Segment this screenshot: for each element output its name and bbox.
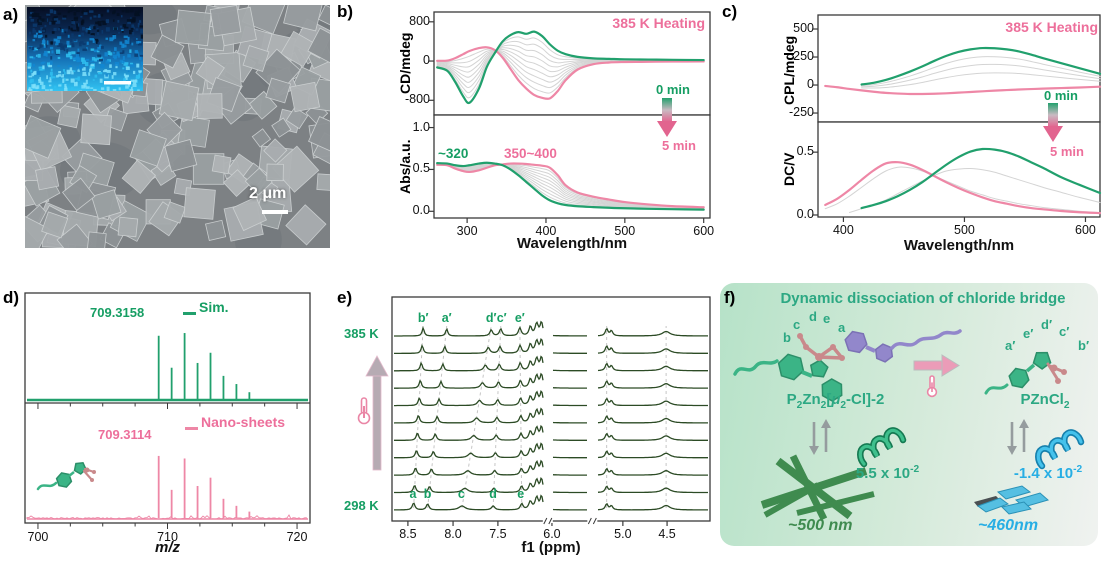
- tick-label: 400: [535, 224, 557, 238]
- tick-label: 0.5: [796, 144, 814, 159]
- tick-label: c′: [496, 311, 507, 325]
- tick-label: b′: [417, 311, 429, 325]
- nanosheets-legend-label: Nano-sheets: [201, 414, 286, 430]
- tick-label: -800: [404, 92, 430, 107]
- tick-label: e′: [514, 311, 525, 325]
- tick-label: 700: [27, 530, 49, 544]
- tick-label: 5.0: [614, 527, 632, 541]
- tick-label: 300: [456, 224, 478, 238]
- tick-label: 6.0: [543, 527, 561, 541]
- b-x-axis-label: Wavelength/nm: [516, 235, 628, 252]
- molecule-fragment-icon: [36, 461, 96, 491]
- nmr-stack-plot: [391, 296, 711, 526]
- sim-legend-dash-icon: [183, 312, 196, 315]
- tick-label: b: [423, 487, 432, 501]
- panel-d-label: d): [3, 288, 20, 307]
- c-time-start-label: 0 min: [1044, 88, 1078, 103]
- tick-label: -250: [788, 105, 814, 120]
- b-time-end-label: 5 min: [662, 138, 696, 153]
- tick-label: 0: [423, 53, 430, 68]
- panel-e-label: e): [337, 288, 353, 307]
- time-gradient-arrow-icon: [657, 98, 677, 137]
- fluorescence-inset-image: [27, 7, 143, 91]
- tick-label: 600: [693, 224, 715, 238]
- tick-label: 0.5: [412, 161, 430, 176]
- panel-f-background: [720, 283, 1098, 546]
- abs-y-axis-label: Abs/a.u.: [397, 139, 413, 195]
- cd-y-axis-label: CD/mdeg: [397, 32, 413, 94]
- tick-label: d′: [485, 311, 497, 325]
- tick-label: e: [517, 487, 525, 501]
- sem-scalebar-label: 2 μm: [249, 185, 287, 202]
- tick-label: 800: [409, 13, 430, 28]
- tick-label: d: [489, 487, 497, 501]
- ms-x-axis-label: m/z: [154, 539, 180, 556]
- c-time-end-label: 5 min: [1050, 144, 1084, 159]
- heating-direction-arrow-icon: [365, 355, 389, 471]
- b-green-peak-annotation: ~320: [438, 146, 469, 161]
- b-pink-peak-annotation: 350~400: [504, 146, 557, 161]
- sem-image: [25, 5, 330, 248]
- b-time-start-label: 0 min: [656, 82, 690, 97]
- thermometer-icon: [357, 397, 371, 425]
- tick-label: 400: [832, 223, 854, 237]
- tick-label: 500: [793, 21, 814, 35]
- tick-label: 0.0: [412, 203, 430, 218]
- tick-label: 4.5: [658, 527, 676, 541]
- panel-c-label: c): [722, 2, 738, 21]
- tick-label: a: [409, 487, 417, 501]
- c-x-axis-label: Wavelength/nm: [903, 237, 1015, 254]
- nmr-temp-top-label: 385 K: [344, 326, 379, 341]
- tick-label: 250: [793, 49, 814, 64]
- abs-plot: [429, 114, 711, 223]
- mass-spectrum-plot: [24, 292, 311, 529]
- cpl-y-axis-label: CPL/mdeg: [781, 35, 797, 105]
- tick-label: 0.0: [796, 206, 814, 221]
- tick-label: c: [457, 487, 465, 501]
- nanosheets-legend-dash-icon: [185, 427, 198, 430]
- cd-plot: [429, 11, 711, 116]
- sim-mass-label: 709.3158: [90, 305, 145, 320]
- c-heating-annotation: 385 K Heating: [1005, 19, 1098, 35]
- dc-plot: [813, 121, 1102, 222]
- cpl-plot: [813, 14, 1102, 123]
- tick-label: 1.0: [412, 119, 430, 134]
- dc-y-axis-label: DC/V: [781, 152, 797, 186]
- nmr-temp-bottom-label: 298 K: [344, 498, 379, 513]
- tick-label: 720: [286, 530, 308, 544]
- tick-label: 600: [1075, 223, 1096, 237]
- tick-label: 7.5: [489, 527, 507, 541]
- tick-label: a′: [441, 311, 452, 325]
- panel-a-label: a): [3, 5, 19, 24]
- panel-b-label: b): [337, 2, 354, 21]
- tick-label: 8.5: [399, 527, 417, 541]
- b-heating-annotation: 385 K Heating: [612, 15, 705, 31]
- nanosheets-mass-label: 709.3114: [98, 427, 152, 442]
- nmr-x-axis-label: f1 (ppm): [521, 539, 581, 556]
- sim-legend-label: Sim.: [199, 299, 229, 315]
- tick-label: 500: [954, 223, 975, 237]
- tick-label: 8.0: [444, 527, 462, 541]
- tick-label: 0: [807, 77, 814, 92]
- tick-label: 500: [614, 224, 636, 238]
- time-gradient-arrow-icon: [1043, 103, 1063, 142]
- tick-label: 710: [157, 530, 178, 544]
